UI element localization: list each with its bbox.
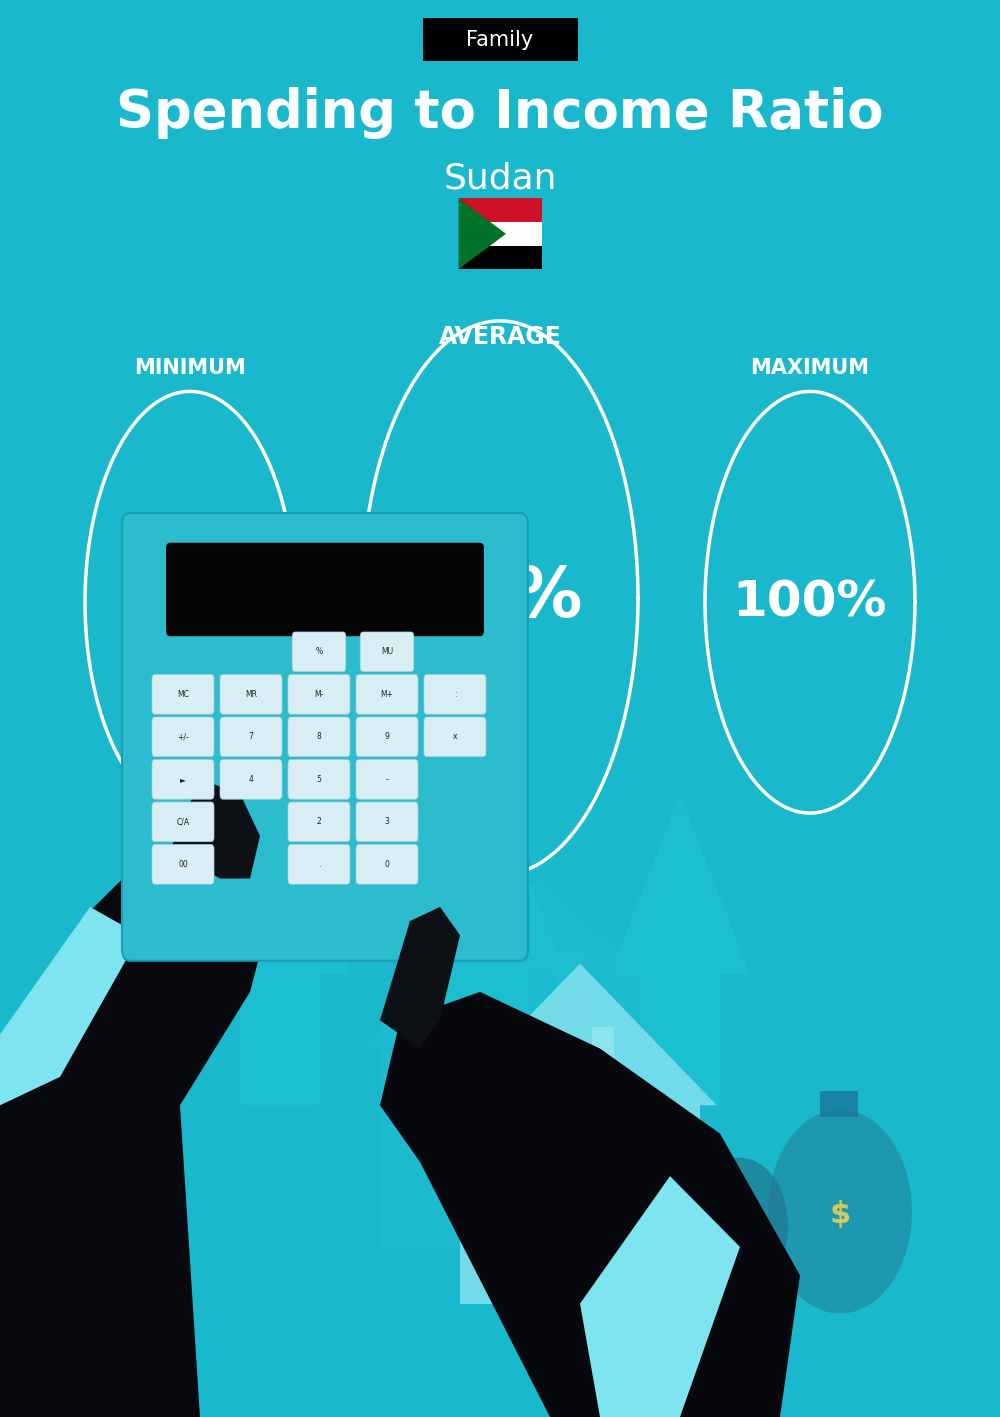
Text: MAXIMUM: MAXIMUM [750, 359, 870, 378]
FancyBboxPatch shape [356, 674, 418, 714]
Bar [556, 954, 585, 1056]
FancyBboxPatch shape [356, 760, 418, 799]
FancyBboxPatch shape [288, 674, 350, 714]
Bar [545, 1195, 589, 1304]
Text: 4: 4 [249, 775, 253, 784]
Text: M+: M+ [380, 690, 394, 699]
Text: 8: 8 [317, 733, 321, 741]
Bar [650, 1231, 760, 1246]
Polygon shape [380, 907, 460, 1049]
Text: AVERAGE: AVERAGE [439, 326, 561, 349]
FancyBboxPatch shape [424, 717, 486, 757]
Text: 0: 0 [385, 860, 389, 869]
Text: 2: 2 [317, 818, 321, 826]
Bar [592, 1027, 614, 1112]
Text: 9: 9 [385, 733, 389, 741]
Polygon shape [358, 879, 722, 1049]
Polygon shape [0, 907, 140, 1105]
Text: 00: 00 [178, 860, 188, 869]
FancyBboxPatch shape [166, 543, 484, 636]
Polygon shape [443, 964, 717, 1105]
Text: %: % [315, 648, 323, 656]
Text: 86%: 86% [130, 578, 250, 626]
Text: 92%: 92% [417, 564, 583, 632]
Polygon shape [395, 751, 565, 1134]
Bar [650, 1282, 760, 1297]
Text: -: - [386, 775, 388, 784]
Text: MINIMUM: MINIMUM [134, 359, 246, 378]
Polygon shape [210, 794, 350, 1105]
Text: :: : [454, 690, 456, 699]
Polygon shape [610, 794, 750, 1105]
FancyBboxPatch shape [360, 632, 414, 672]
Bar [458, 198, 542, 222]
Text: MU: MU [381, 648, 393, 656]
Text: ►: ► [180, 775, 186, 784]
Text: MR: MR [245, 690, 257, 699]
Text: $: $ [733, 1219, 747, 1238]
FancyBboxPatch shape [356, 802, 418, 842]
FancyBboxPatch shape [292, 632, 346, 672]
Bar [380, 1049, 700, 1247]
FancyBboxPatch shape [152, 845, 214, 884]
Bar [650, 1248, 760, 1263]
FancyBboxPatch shape [356, 845, 418, 884]
FancyBboxPatch shape [424, 674, 486, 714]
FancyBboxPatch shape [288, 760, 350, 799]
FancyBboxPatch shape [220, 760, 282, 799]
Text: Spending to Income Ratio: Spending to Income Ratio [116, 88, 884, 139]
Text: 7: 7 [249, 733, 253, 741]
Bar [820, 1091, 858, 1117]
Text: .: . [318, 860, 320, 869]
Bar [460, 1105, 700, 1304]
Text: C/A: C/A [176, 818, 190, 826]
Circle shape [692, 1158, 788, 1294]
FancyBboxPatch shape [152, 802, 214, 842]
Text: M-: M- [314, 690, 324, 699]
Text: MC: MC [177, 690, 189, 699]
Circle shape [768, 1110, 912, 1314]
FancyBboxPatch shape [356, 717, 418, 757]
Text: 5: 5 [317, 775, 321, 784]
Text: Family: Family [466, 30, 534, 50]
FancyBboxPatch shape [220, 674, 282, 714]
Text: 100%: 100% [733, 578, 887, 626]
Bar [580, 1195, 623, 1304]
FancyBboxPatch shape [288, 845, 350, 884]
FancyBboxPatch shape [288, 717, 350, 757]
Text: Sudan: Sudan [443, 162, 557, 196]
FancyBboxPatch shape [220, 717, 282, 757]
Bar [650, 1214, 760, 1229]
Text: 3: 3 [385, 818, 389, 826]
FancyBboxPatch shape [122, 513, 528, 961]
Polygon shape [380, 992, 800, 1417]
FancyBboxPatch shape [422, 18, 578, 61]
Polygon shape [580, 1176, 740, 1417]
Polygon shape [0, 822, 280, 1417]
Bar [458, 245, 542, 269]
FancyBboxPatch shape [152, 760, 214, 799]
Text: x: x [453, 733, 457, 741]
Text: $: $ [829, 1200, 851, 1229]
Text: +/-: +/- [177, 733, 189, 741]
Bar [650, 1265, 760, 1280]
FancyBboxPatch shape [288, 802, 350, 842]
Polygon shape [458, 198, 506, 269]
FancyBboxPatch shape [152, 717, 214, 757]
FancyBboxPatch shape [152, 674, 214, 714]
Bar [458, 222, 542, 245]
Polygon shape [170, 779, 260, 879]
